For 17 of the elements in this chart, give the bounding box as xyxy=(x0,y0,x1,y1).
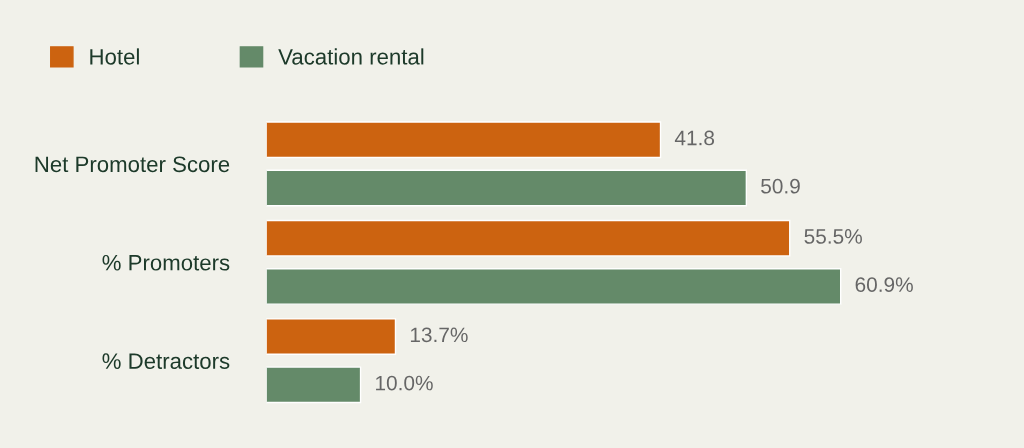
bar xyxy=(266,169,748,207)
y-tick-label: % Detractors xyxy=(102,353,230,369)
bar xyxy=(266,268,842,305)
data-label: 55.5% xyxy=(804,229,862,244)
bar xyxy=(266,318,397,356)
data-label: 10.0% xyxy=(376,375,433,391)
y-tick-label: % Promoters xyxy=(102,254,230,271)
data-label: 50.9 xyxy=(761,178,800,194)
bar xyxy=(266,121,662,159)
legend-label: Vacation rental xyxy=(278,48,424,65)
data-label: 60.9% xyxy=(855,277,913,292)
data-label: 13.7% xyxy=(410,327,468,343)
y-tick-label: Net Promoter Score xyxy=(35,156,230,173)
data-label: 41.8 xyxy=(674,130,715,146)
bar xyxy=(266,219,791,257)
legend-label: Hotel xyxy=(90,48,139,65)
bar xyxy=(266,366,362,404)
